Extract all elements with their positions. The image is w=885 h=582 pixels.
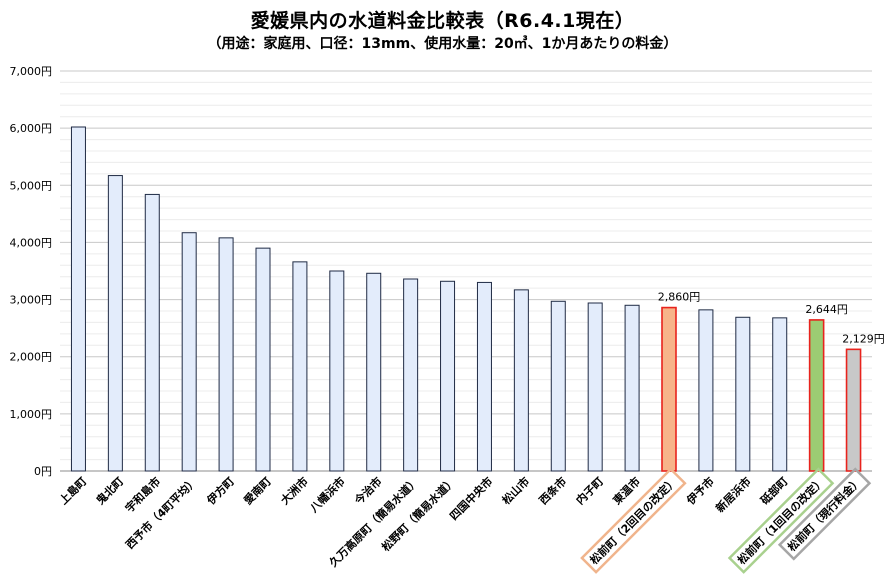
x-label-group: 伊方町 (203, 474, 237, 508)
x-tick-label: 西条市 (536, 474, 569, 507)
bars (70, 126, 862, 472)
y-axis: 0円 1,000円 2,000円 3,000円 4,000円 5,000円 6,000円 7,… (10, 65, 53, 478)
bar-2 (144, 193, 160, 472)
bar-12 (513, 289, 529, 472)
x-label-group: 大洲市 (278, 474, 311, 507)
bar-20 (808, 319, 825, 472)
x-tick-label: 内子町 (573, 474, 606, 507)
x-label-group: 愛南町 (241, 474, 274, 507)
y-tick-label: 0円 (34, 465, 52, 478)
x-tick-label: 今治市 (351, 474, 385, 508)
x-label-group: 松山市 (499, 474, 532, 507)
x-label-group: 鬼北町 (93, 474, 126, 507)
x-label-group: 内子町 (573, 474, 606, 507)
x-label-group: 今治市 (351, 474, 385, 508)
y-tick-label: 2,000円 (10, 351, 53, 364)
y-tick-label: 5,000円 (10, 179, 53, 192)
bar-4 (218, 237, 234, 472)
bar-11 (476, 281, 492, 472)
bar-0 (70, 126, 86, 472)
chart-title: 愛媛県内の水道料金比較表（R6.4.1現在） (250, 10, 635, 32)
x-tick-label: 鬼北町 (93, 474, 126, 507)
bar-5 (255, 247, 271, 472)
bar-3 (181, 232, 197, 472)
x-label-highlight-box (727, 467, 835, 574)
bar-15 (624, 304, 640, 472)
x-tick-label: 松山市 (499, 474, 532, 507)
x-label-group: 上島町 (56, 474, 89, 507)
y-tick-label: 1,000円 (10, 408, 53, 421)
bar-14 (587, 302, 603, 472)
data-label: 2,129円 (842, 332, 885, 345)
x-label-group: 伊予市 (683, 474, 717, 508)
data-label: 2,860円 (658, 291, 701, 304)
x-tick-label: 伊方町 (203, 474, 237, 508)
x-label-group: 新居浜市 (713, 474, 754, 515)
bar-21 (845, 348, 862, 472)
x-label-highlight-box (777, 467, 872, 561)
x-label-group: 西条市 (536, 474, 569, 507)
bar-18 (735, 316, 751, 472)
bar-8 (366, 272, 382, 472)
x-tick-label: 大洲市 (278, 474, 311, 507)
bar-9 (403, 278, 419, 472)
bar-16 (661, 306, 677, 472)
x-tick-label: 新居浜市 (713, 474, 754, 515)
x-tick-label: 伊予市 (683, 474, 717, 508)
x-label-group: 八幡浜市 (306, 474, 348, 516)
bar-7 (329, 270, 345, 472)
y-tick-label: 4,000円 (10, 236, 53, 249)
x-label-highlight-box (580, 467, 687, 574)
bar-1 (107, 175, 123, 472)
bar-10 (440, 280, 456, 472)
data-labels: 2,860円 2,644円 2,129円 (658, 291, 885, 346)
data-label: 2,644円 (805, 303, 848, 316)
x-tick-label: 上島町 (56, 474, 89, 507)
bar-19 (772, 317, 788, 472)
bar-13 (550, 300, 566, 472)
bar-6 (292, 261, 308, 472)
y-tick-label: 7,000円 (10, 65, 53, 78)
bar-17 (698, 309, 714, 472)
x-tick-label: 八幡浜市 (306, 474, 348, 516)
y-tick-label: 3,000円 (10, 294, 53, 307)
chart-subtitle: （用途：家庭用、口径：13mm、使用水量：20㎥、1か月あたりの料金） (207, 36, 678, 52)
y-tick-label: 6,000円 (10, 122, 53, 135)
x-tick-label: 愛南町 (241, 474, 274, 507)
